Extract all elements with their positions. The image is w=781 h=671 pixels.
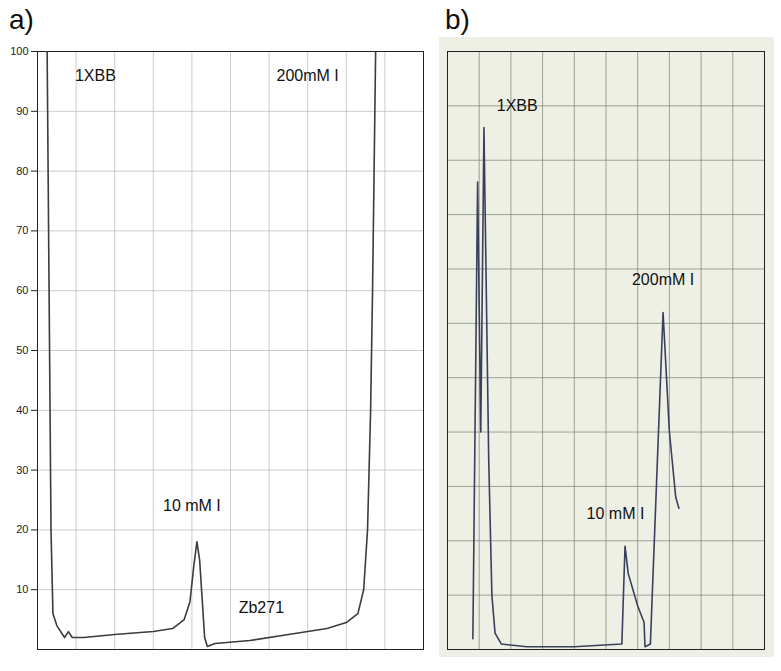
svg-text:1XBB: 1XBB <box>497 97 538 114</box>
html-text:a): a) <box>9 4 34 35</box>
svg-text:10 mM I: 10 mM I <box>163 497 221 514</box>
svg-text:200mM I: 200mM I <box>632 271 694 288</box>
svg-text:40: 40 <box>16 404 28 416</box>
svg-text:1XBB: 1XBB <box>75 67 116 84</box>
svg-text:Zb271: Zb271 <box>239 599 284 616</box>
svg-text:30: 30 <box>16 464 28 476</box>
svg-text:100: 100 <box>10 45 28 57</box>
svg-text:10: 10 <box>16 583 28 595</box>
svg-text:60: 60 <box>16 284 28 296</box>
svg-text:80: 80 <box>16 165 28 177</box>
svg-text:200mM I: 200mM I <box>277 67 339 84</box>
svg-text:20: 20 <box>16 523 28 535</box>
svg-text:90: 90 <box>16 105 28 117</box>
svg-text:70: 70 <box>16 224 28 236</box>
svg-text:50: 50 <box>16 344 28 356</box>
html-text:b): b) <box>445 4 470 35</box>
svg-text:10 mM I: 10 mM I <box>587 505 645 522</box>
